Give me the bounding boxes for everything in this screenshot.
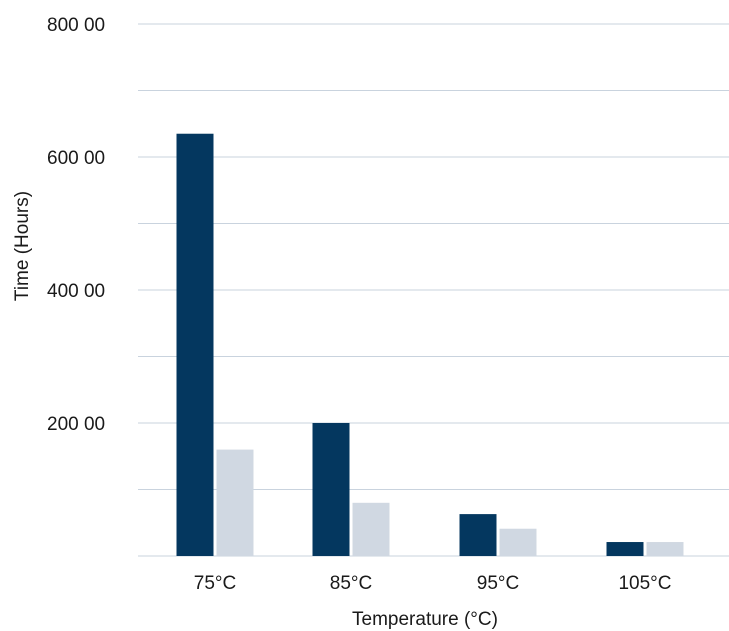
- bar-series-1-0: [176, 133, 214, 556]
- bar-series-2-3: [646, 542, 684, 556]
- bars: [176, 133, 684, 556]
- x-axis-title: Temperature (°C): [352, 609, 498, 630]
- y-axis-title: Time (Hours): [12, 191, 33, 301]
- x-tick-label: 105°C: [618, 573, 671, 594]
- x-tick-labels: 75°C 85°C 95°C 105°C: [194, 573, 672, 594]
- y-tick-label: 200 00: [47, 414, 105, 435]
- y-tick-label: 800 00: [47, 15, 105, 36]
- bar-series-2-2: [499, 528, 537, 556]
- bar-series-2-1: [352, 502, 390, 556]
- y-tick-labels: 200 00 400 00 600 00 800 00: [47, 15, 105, 435]
- bar-series-1-3: [606, 542, 644, 556]
- x-tick-label: 85°C: [330, 573, 372, 594]
- bar-series-1-2: [459, 514, 497, 556]
- bar-series-2-0: [216, 449, 254, 556]
- x-tick-label: 75°C: [194, 573, 236, 594]
- y-tick-label: 600 00: [47, 148, 105, 169]
- y-tick-label: 400 00: [47, 281, 105, 302]
- bar-series-1-1: [312, 423, 350, 556]
- x-tick-label: 95°C: [477, 573, 519, 594]
